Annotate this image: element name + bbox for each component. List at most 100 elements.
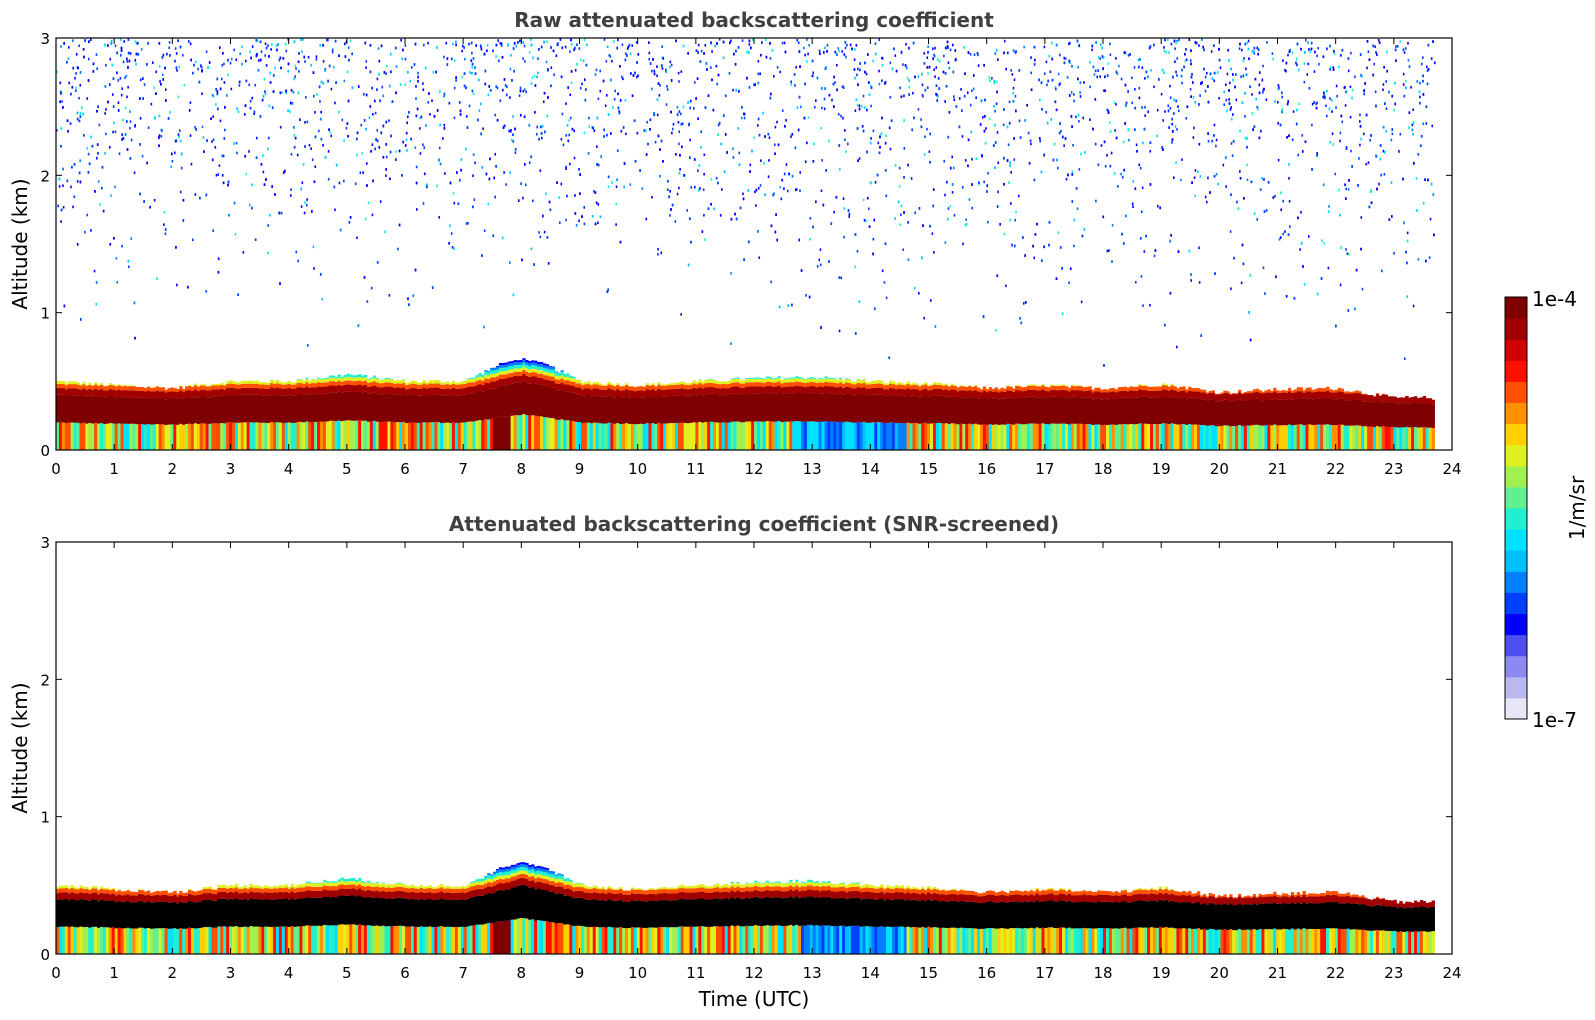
core-cell (346, 391, 350, 421)
data-column (117, 384, 121, 450)
core-cell (924, 395, 928, 423)
core-cell (343, 391, 347, 421)
gradient-cell (507, 369, 512, 374)
gradient-cell (179, 390, 183, 398)
gradient-cell (1053, 384, 1057, 386)
surface-cell (531, 415, 535, 450)
core-cell (671, 395, 676, 424)
gradient-cell (909, 389, 913, 397)
gradient-cell (413, 384, 418, 389)
gradient-cell (202, 389, 206, 397)
gradient-cell (525, 359, 529, 363)
surface-cell (927, 423, 931, 450)
noise-pixel (338, 181, 341, 185)
noise-pixel (842, 116, 844, 120)
surface-cell (446, 422, 450, 450)
core-cell (293, 395, 297, 423)
core-cell (208, 397, 212, 424)
surface-cell (1419, 427, 1424, 450)
data-column (534, 360, 538, 450)
surface-cell (683, 422, 688, 450)
noise-pixel (961, 135, 964, 138)
surface-cell (261, 422, 265, 450)
core-cell (328, 392, 333, 421)
noise-pixel (1325, 104, 1327, 108)
gradient-cell (1147, 386, 1151, 391)
surface-cell (1120, 424, 1125, 450)
data-column (1044, 386, 1048, 450)
gradient-cell (284, 384, 289, 389)
surface-cell (713, 422, 717, 450)
data-column (258, 382, 262, 450)
surface-cell (639, 423, 644, 450)
gradient-cell (680, 388, 685, 396)
noise-pixel (1030, 142, 1032, 146)
gradient-cell (739, 380, 743, 384)
gradient-cell (229, 387, 233, 395)
noise-pixel (1023, 45, 1025, 49)
data-column (1170, 383, 1174, 450)
noise-pixel (1205, 71, 1208, 75)
gradient-cell (1205, 393, 1210, 401)
noise-pixel (1333, 52, 1336, 56)
noise-pixel (881, 56, 883, 60)
noise-pixel (757, 186, 760, 190)
noise-pixel (1153, 85, 1155, 89)
noise-pixel (530, 247, 533, 251)
surface-cell (930, 423, 934, 450)
gradient-cell (1147, 390, 1151, 398)
core-cell (1179, 397, 1183, 425)
gradient-cell (880, 387, 884, 395)
data-column (88, 382, 92, 450)
noise-pixel (923, 316, 925, 320)
surface-cell (490, 418, 494, 450)
surface-cell (129, 423, 133, 450)
surface-cell (1323, 424, 1327, 450)
noise-pixel (786, 189, 789, 193)
surface-cell (1343, 425, 1347, 450)
surface-cell (170, 424, 174, 450)
core-cell (1349, 400, 1353, 426)
gradient-cell (853, 381, 858, 385)
gradient-cell (340, 385, 344, 393)
noise-pixel (881, 57, 884, 60)
gradient-cell (114, 390, 118, 398)
data-column (1029, 384, 1034, 450)
noise-pixel (223, 62, 225, 66)
noise-pixel (728, 72, 731, 75)
gradient-cell (601, 384, 605, 386)
gradient-cell (557, 372, 561, 377)
gradient-cell (630, 390, 635, 398)
gradient-cell (99, 389, 104, 396)
noise-pixel (444, 172, 446, 175)
gradient-cell (982, 386, 987, 391)
noise-pixel (121, 87, 124, 91)
surface-cell (982, 424, 987, 450)
surface-cell (768, 421, 773, 450)
core-cell (475, 391, 479, 421)
noise-pixel (289, 194, 292, 197)
gradient-cell (815, 379, 820, 384)
data-column (850, 381, 855, 450)
gradient-cell (349, 384, 353, 392)
gradient-cell (1249, 393, 1254, 400)
core-cell (721, 394, 726, 423)
noise-pixel (1426, 69, 1429, 72)
data-column (1018, 385, 1022, 450)
gradient-cell (713, 383, 717, 388)
data-column (1299, 387, 1303, 450)
gradient-cell (1358, 391, 1362, 394)
gradient-cell (179, 386, 183, 391)
noise-pixel (1185, 117, 1188, 120)
surface-cell (1097, 424, 1101, 450)
gradient-cell (487, 371, 491, 373)
data-column (516, 360, 520, 450)
surface-cell (801, 421, 805, 450)
data-column (231, 380, 236, 450)
noise-pixel (565, 165, 567, 169)
gradient-cell (1302, 390, 1306, 393)
gradient-cell (1059, 385, 1063, 386)
gradient-cell (390, 379, 394, 383)
core-cell (67, 395, 72, 423)
gradient-cell (534, 362, 538, 366)
